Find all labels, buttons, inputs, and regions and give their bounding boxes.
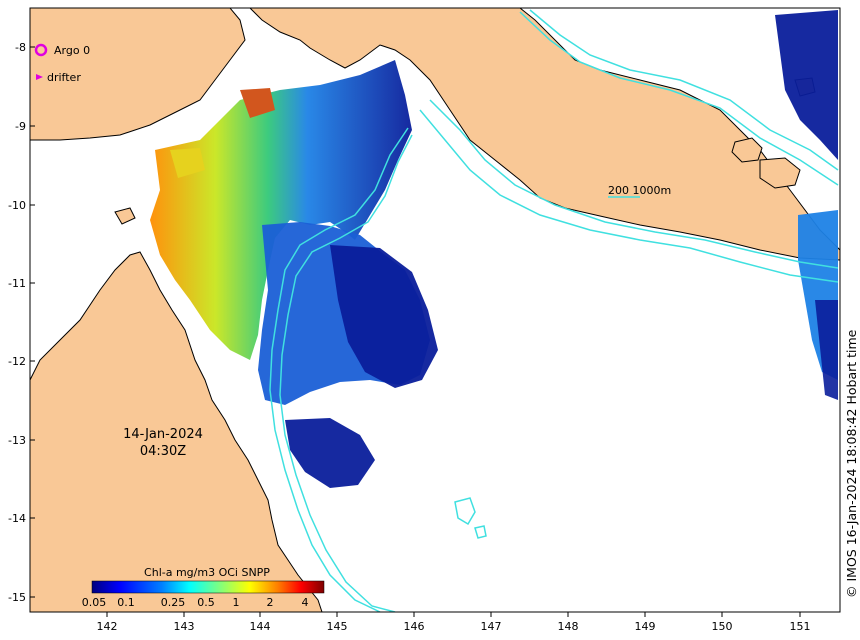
colorbar: Chl-a mg/m3 OCi SNPP 0.05 0.1 0.25 0.5 1 2 4 <box>82 566 325 609</box>
colorbar-ticks: 0.05 0.1 0.25 0.5 1 2 4 <box>82 596 309 609</box>
date-label: 14-Jan-2024 <box>123 427 203 442</box>
y-tick-label: -9 <box>15 120 26 133</box>
x-tick-label: 149 <box>635 620 656 633</box>
colorbar-tick-label: 0.25 <box>161 596 186 609</box>
map-legend: Argo 0 drifter <box>34 43 90 84</box>
y-tick-label: -10 <box>8 199 26 212</box>
y-tick-label: -14 <box>8 512 26 525</box>
colorbar-tick-label: 0.05 <box>82 596 107 609</box>
colorbar-title: Chl-a mg/m3 OCi SNPP <box>144 566 270 579</box>
land-australia <box>30 251 323 612</box>
x-axis-ticks: 142 143 144 145 146 147 148 149 150 151 <box>97 612 811 633</box>
drifter-arrow-icon <box>36 74 43 80</box>
y-tick-label: -13 <box>8 434 26 447</box>
land-island-east-1 <box>731 137 763 163</box>
isobath-lines <box>269 9 839 612</box>
land-island-west <box>114 207 136 225</box>
x-tick-label: 142 <box>97 620 118 633</box>
y-tick-label: -15 <box>8 591 26 604</box>
y-axis-ticks: -8 -9 -10 -11 -12 -13 -14 -15 <box>8 41 35 604</box>
colorbar-tick-label: 4 <box>302 596 309 609</box>
map-plot-area <box>30 8 840 612</box>
x-tick-label: 144 <box>250 620 271 633</box>
x-tick-label: 147 <box>481 620 502 633</box>
colorbar-tick-label: 2 <box>267 596 274 609</box>
colorbar-gradient <box>91 580 325 594</box>
x-tick-label: 148 <box>558 620 579 633</box>
colorbar-tick-label: 0.5 <box>197 596 215 609</box>
colorbar-tick-label: 0.1 <box>117 596 135 609</box>
y-tick-label: -8 <box>15 41 26 54</box>
x-tick-label: 150 <box>712 620 733 633</box>
x-tick-label: 143 <box>174 620 195 633</box>
isobath-label: 200 1000m <box>608 184 671 197</box>
y-tick-label: -11 <box>8 277 26 290</box>
legend-argo-label: Argo 0 <box>54 44 90 57</box>
x-tick-label: 146 <box>404 620 425 633</box>
credit-label: © IMOS 16-Jan-2024 18:08:42 Hobart time <box>844 329 859 598</box>
colorbar-tick-label: 1 <box>233 596 240 609</box>
map-frame <box>29 7 841 613</box>
argo-float-circle-icon <box>34 43 48 57</box>
x-tick-label: 151 <box>790 620 811 633</box>
chlorophyll-swath <box>150 10 838 488</box>
time-label: 04:30Z <box>140 444 186 459</box>
x-tick-label: 145 <box>327 620 348 633</box>
y-tick-label: -12 <box>8 355 26 368</box>
land-island-east-2 <box>759 157 801 189</box>
legend-drifter-label: drifter <box>47 71 81 84</box>
